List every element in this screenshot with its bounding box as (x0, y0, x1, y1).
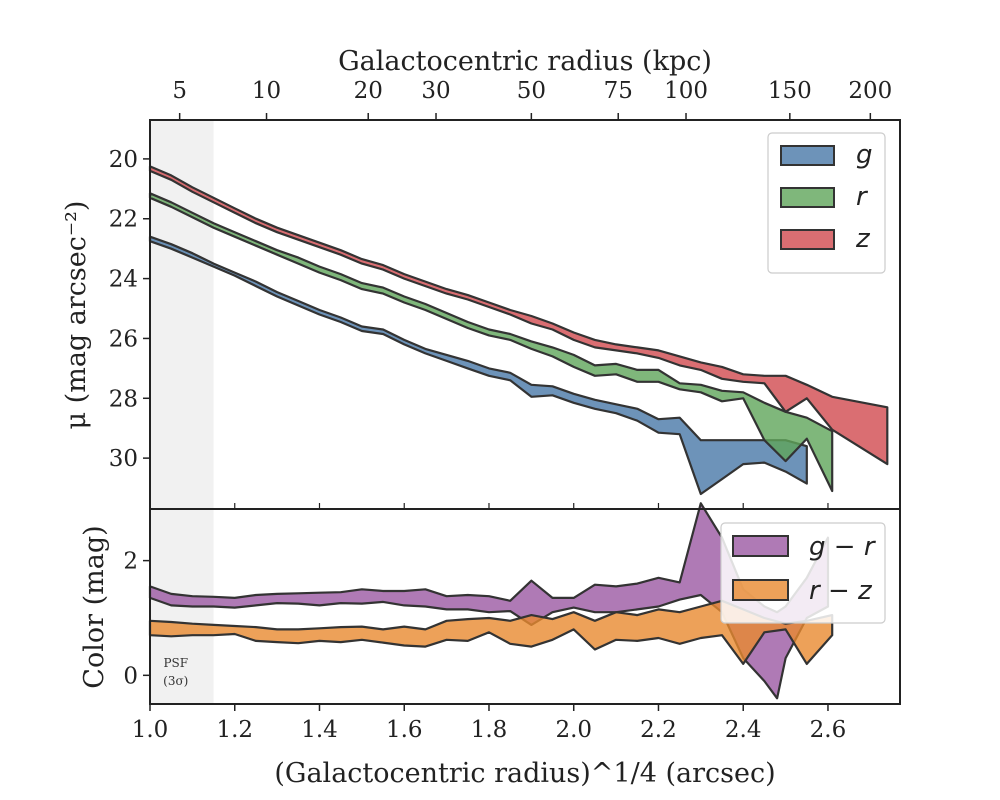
top-xtick-label-3: 30 (421, 78, 450, 104)
psf-label-1: (3σ) (163, 674, 188, 688)
y-axis-label-top: μ (mag arcsec⁻²) (61, 201, 92, 430)
top-xtick-label-4: 50 (517, 78, 546, 104)
bot-xtick-label-6: 2.2 (640, 717, 677, 743)
bot-xtick-label-5: 2.0 (555, 717, 592, 743)
y-axis-label-bottom: Color (mag) (79, 525, 110, 688)
bot-legend-label-0: g − r (809, 532, 877, 562)
bottom-axes: 0 2 1.0 1.2 1.4 1.6 1.8 2.0 2.2 2.4 2.6 PSF (3σ) (123, 549, 846, 743)
top-xtick-label-7: 150 (768, 78, 812, 104)
bot-legend-swatch-1 (732, 579, 789, 601)
top-bands (148, 165, 889, 496)
top-axis-label: Galactocentric radius (kpc) (338, 46, 712, 77)
bottom-panel: 0 2 1.0 1.2 1.4 1.6 1.8 2.0 2.2 2.4 2.6 PSF (3σ) g −… (123, 502, 900, 743)
top-ytick-label-2: 24 (109, 267, 138, 293)
x-axis-label: (Galactocentric radius)^1/4 (arcsec) (274, 758, 775, 789)
top-ytick-label-3: 26 (109, 326, 138, 352)
bot-legend-label-1: r − z (809, 576, 873, 606)
bot-xtick-label-0: 1.0 (132, 717, 169, 743)
psf-label-0: PSF (163, 656, 188, 670)
top-ytick-label-1: 22 (109, 207, 138, 233)
top-axes: 20 22 24 26 28 30 5 10 20 30 50 75 100 150 200 (109, 78, 892, 509)
top-band-0 (148, 235, 808, 496)
bottom-legend: g − r r − z (720, 522, 886, 624)
top-legend-swatch-0 (780, 145, 835, 166)
top-band-2 (148, 165, 889, 466)
top-legend-label-1: r (856, 182, 869, 212)
top-xtick-label-1: 10 (252, 78, 281, 104)
top-ytick-label-0: 20 (109, 147, 138, 173)
top-ytick-label-4: 28 (109, 386, 138, 412)
top-legend: grz (767, 132, 886, 274)
bot-xtick-label-3: 1.6 (386, 717, 423, 743)
bot-xtick-label-4: 1.8 (471, 717, 508, 743)
top-ytick-label-5: 30 (109, 446, 138, 472)
bot-xtick-label-1: 1.2 (216, 717, 253, 743)
top-xtick-label-8: 200 (848, 78, 892, 104)
top-legend-label-2: z (855, 224, 871, 254)
bot-legend-swatch-0 (732, 535, 789, 557)
top-legend-swatch-2 (780, 229, 835, 250)
top-panel: 20 22 24 26 28 30 5 10 20 30 50 75 100 150 200 grz (109, 78, 900, 509)
bot-xtick-label-2: 1.4 (301, 717, 338, 743)
bot-ytick-label-1: 2 (123, 549, 138, 575)
top-band-1 (148, 192, 834, 493)
panel-frames (149, 119, 901, 705)
bot-band-1 (148, 599, 834, 665)
top-xtick-label-0: 5 (172, 78, 187, 104)
top-xtick-label-2: 20 (354, 78, 383, 104)
bot-ytick-label-0: 0 (123, 663, 138, 689)
top-xtick-label-6: 100 (664, 78, 708, 104)
top-xtick-label-5: 75 (604, 78, 633, 104)
bot-xtick-label-8: 2.6 (810, 717, 847, 743)
top-psf-shade (150, 120, 214, 509)
top-legend-label-0: g (856, 140, 873, 170)
top-legend-swatch-1 (780, 187, 835, 208)
top-psf-region (150, 120, 214, 509)
bottom-frame (149, 508, 901, 705)
bot-xtick-label-7: 2.4 (725, 717, 762, 743)
